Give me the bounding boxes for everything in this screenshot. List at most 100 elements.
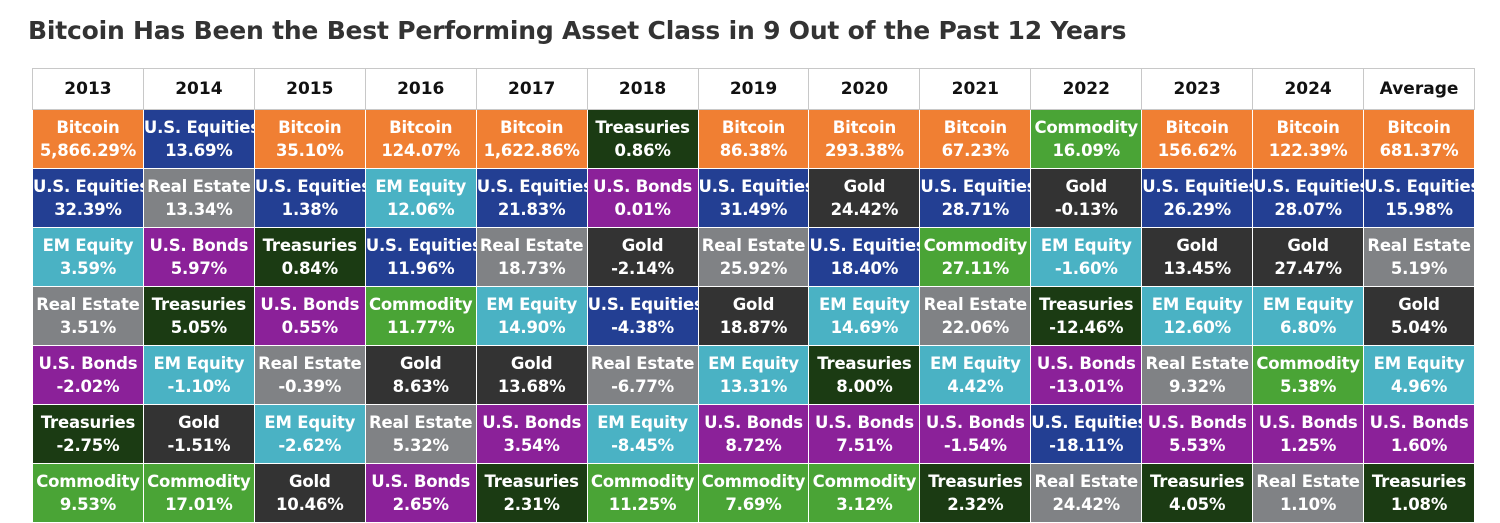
return-value: -1.54% xyxy=(943,436,1007,455)
asset-name: EM Equity xyxy=(1262,295,1354,314)
return-value: 22.06% xyxy=(941,318,1010,337)
table-row: U.S. Equities 32.39% Real Estate 13.34% U.S.… xyxy=(32,168,1475,228)
return-value: 5,866.29% xyxy=(39,141,137,160)
asset-name: Gold xyxy=(178,413,220,432)
asset-name: Bitcoin xyxy=(56,118,120,137)
asset-name: Commodity xyxy=(701,472,806,491)
table-row: Commodity 9.53% Commodity 17.01% Gold 10.46% U… xyxy=(32,463,1475,523)
asset-name: EM Equity xyxy=(1373,354,1465,373)
return-value: 8.00% xyxy=(836,377,893,396)
table-cell: Treasuries 5.05% xyxy=(142,286,255,346)
asset-name: Bitcoin xyxy=(832,118,897,137)
table-cell: EM Equity 12.60% xyxy=(1141,286,1254,346)
asset-name: Real Estate xyxy=(1145,354,1249,373)
table-cell: U.S. Bonds 2.65% xyxy=(364,463,477,523)
return-value: -6.77% xyxy=(611,377,675,396)
return-value: -18.11% xyxy=(1049,436,1124,455)
table-cell: Commodity 27.11% xyxy=(919,227,1032,287)
table-cell: Commodity 16.09% xyxy=(1030,109,1143,169)
return-value: -8.45% xyxy=(611,436,675,455)
return-value: 4.05% xyxy=(1169,495,1226,514)
table-cell: Bitcoin 293.38% xyxy=(808,109,921,169)
column-header-2017: 2017 xyxy=(475,68,588,110)
table-cell: Gold 10.46% xyxy=(253,463,366,523)
table-cell: Real Estate 9.32% xyxy=(1141,345,1254,405)
table-cell: Treasuries 4.05% xyxy=(1141,463,1254,523)
return-value: 0.55% xyxy=(281,318,338,337)
asset-name: Gold xyxy=(1176,236,1218,255)
asset-name: U.S. Bonds xyxy=(1147,413,1247,432)
asset-name: Commodity xyxy=(147,472,251,491)
return-value: -12.46% xyxy=(1049,318,1124,337)
table-cell: Commodity 17.01% xyxy=(142,463,255,523)
return-value: 13.69% xyxy=(165,141,233,160)
table-cell: Treasuries -2.75% xyxy=(32,404,144,464)
asset-name: Commodity xyxy=(1034,118,1139,137)
table-cell: Gold 8.63% xyxy=(364,345,477,405)
asset-name: U.S. Equities xyxy=(33,177,144,196)
table-cell: U.S. Equities 21.83% xyxy=(475,168,588,228)
table-cell: U.S. Bonds 5.97% xyxy=(142,227,255,287)
table-cell: EM Equity -2.62% xyxy=(253,404,366,464)
asset-name: Bitcoin xyxy=(278,118,342,137)
asset-name: U.S. Equities xyxy=(809,236,920,255)
asset-name: Gold xyxy=(621,236,664,255)
return-value: 13.31% xyxy=(719,377,788,396)
table-cell: EM Equity 13.31% xyxy=(697,345,810,405)
asset-name: EM Equity xyxy=(486,295,578,314)
asset-name: Gold xyxy=(1287,236,1329,255)
return-value: 18.87% xyxy=(719,318,788,337)
table-row: Bitcoin 5,866.29% U.S. Equities 13.69% Bitco… xyxy=(32,109,1475,169)
asset-name: U.S. Bonds xyxy=(371,472,471,491)
return-value: 28.71% xyxy=(941,200,1010,219)
asset-name: EM Equity xyxy=(819,295,910,314)
return-value: -13.01% xyxy=(1049,377,1124,396)
asset-name: U.S. Equities xyxy=(1142,177,1253,196)
table-cell: Commodity 9.53% xyxy=(32,463,144,523)
table-cell: EM Equity 14.90% xyxy=(475,286,588,346)
table-cell: Bitcoin 1,622.86% xyxy=(475,109,588,169)
return-value: 8.63% xyxy=(392,377,449,396)
return-value: 0.84% xyxy=(281,259,338,278)
asset-name: Bitcoin xyxy=(1276,118,1340,137)
return-value: 27.47% xyxy=(1274,259,1342,278)
table-cell: Bitcoin 86.38% xyxy=(697,109,810,169)
return-value: 1,622.86% xyxy=(483,141,580,160)
table-cell: EM Equity 6.80% xyxy=(1252,286,1365,346)
header-row: 2013 2014 2015 2016 2017 2018 2019 2020 2021 2022… xyxy=(32,68,1475,110)
return-value: -1.10% xyxy=(167,377,231,396)
return-value: 156.62% xyxy=(1157,141,1237,160)
column-header-2015: 2015 xyxy=(253,68,366,110)
return-value: -0.13% xyxy=(1054,200,1118,219)
return-value: 3.59% xyxy=(59,259,117,278)
column-header-2013: 2013 xyxy=(32,68,144,110)
asset-name: EM Equity xyxy=(597,413,688,432)
return-value: 35.10% xyxy=(276,141,344,160)
return-value: 13.45% xyxy=(1163,259,1231,278)
asset-name: Treasuries xyxy=(1039,295,1134,314)
asset-name: U.S. Bonds xyxy=(1036,354,1136,373)
table-cell: Gold 13.45% xyxy=(1141,227,1254,287)
asset-name: EM Equity xyxy=(929,354,1021,373)
asset-name: U.S. Equities xyxy=(920,177,1031,196)
asset-name: Gold xyxy=(843,177,886,196)
return-value: 5.32% xyxy=(392,436,449,455)
return-value: 5.19% xyxy=(1390,259,1448,278)
return-value: 1.38% xyxy=(281,200,338,219)
table-cell: EM Equity 12.06% xyxy=(364,168,477,228)
column-header-2023: 2023 xyxy=(1141,68,1254,110)
table-cell: Gold -1.51% xyxy=(142,404,255,464)
asset-name: Real Estate xyxy=(1256,472,1360,491)
asset-name: U.S. Equities xyxy=(1253,177,1364,196)
table-cell: EM Equity 3.59% xyxy=(32,227,144,287)
table-row: U.S. Bonds -2.02% EM Equity -1.10% Real Esta… xyxy=(32,345,1475,405)
table-cell: Commodity 11.25% xyxy=(586,463,699,523)
column-header-2014: 2014 xyxy=(142,68,255,110)
table-cell: U.S. Equities -18.11% xyxy=(1030,404,1143,464)
return-value: 0.86% xyxy=(614,141,671,160)
asset-name: U.S. Bonds xyxy=(814,413,914,432)
return-value: 5.38% xyxy=(1279,377,1337,396)
asset-name: Bitcoin xyxy=(1165,118,1229,137)
asset-name: Real Estate xyxy=(258,354,362,373)
table-cell: Real Estate 3.51% xyxy=(32,286,144,346)
